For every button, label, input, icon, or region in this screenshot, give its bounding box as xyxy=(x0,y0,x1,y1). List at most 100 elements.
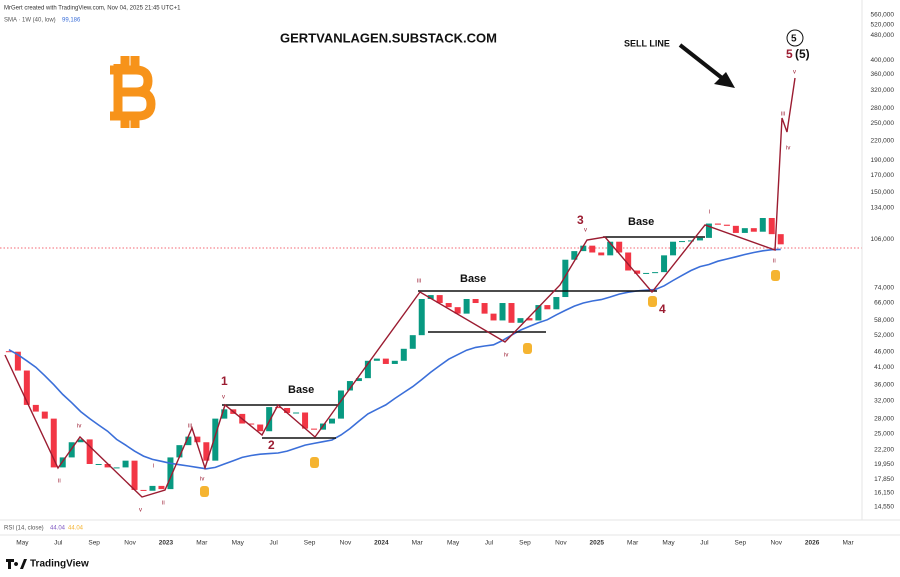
candle xyxy=(580,245,587,252)
wave-label: iv xyxy=(77,424,81,430)
watermark: GERTVANLAGEN.SUBSTACK.COM xyxy=(280,30,497,45)
wave-label: ii xyxy=(58,479,61,485)
candle xyxy=(14,351,21,371)
candle xyxy=(643,272,650,274)
candle xyxy=(167,457,174,490)
x-tick-label: May xyxy=(662,540,675,547)
x-tick-label: Mar xyxy=(842,540,854,547)
candle xyxy=(759,217,766,232)
candle xyxy=(176,445,183,458)
sma-value: 99,186 xyxy=(62,18,81,24)
x-tick-label: May xyxy=(232,540,245,547)
y-tick-label: 106,000 xyxy=(871,236,895,243)
candle xyxy=(328,418,335,424)
y-tick-label: 170,000 xyxy=(871,172,895,179)
candle xyxy=(113,467,120,469)
candle xyxy=(472,298,479,304)
wave-number: 5 xyxy=(791,34,797,45)
candle xyxy=(490,313,497,321)
x-tick-label: Sep xyxy=(88,540,100,547)
candle xyxy=(589,245,596,253)
wave-count xyxy=(4,77,796,498)
candle xyxy=(714,223,721,225)
wave-label: ii xyxy=(773,259,776,265)
y-tick-label: 220,000 xyxy=(871,137,895,144)
candle xyxy=(302,412,309,429)
y-tick-label: 41,000 xyxy=(874,364,894,371)
tv-logo xyxy=(6,559,27,569)
candle xyxy=(607,241,614,256)
candle xyxy=(95,463,102,465)
y-tick-label: 58,000 xyxy=(874,317,894,324)
wave-label: iii xyxy=(781,112,785,118)
x-tick-label: Jul xyxy=(700,540,709,547)
x-tick-label: 2026 xyxy=(805,540,820,547)
wave-number: 3 xyxy=(577,213,584,227)
credit: MrGert created with TradingView.com, Nov… xyxy=(4,6,181,12)
x-tick-label: May xyxy=(16,540,29,547)
candle xyxy=(284,407,291,413)
candle xyxy=(454,307,461,314)
candle xyxy=(346,381,353,391)
candle xyxy=(598,252,605,256)
wave-number: 1 xyxy=(221,374,228,388)
candle xyxy=(481,303,488,314)
candle xyxy=(409,335,416,349)
candle xyxy=(535,305,542,321)
wave-label: v xyxy=(139,508,142,514)
x-tick-label: Nov xyxy=(770,540,782,547)
x-tick-label: Jul xyxy=(485,540,494,547)
wave-label: ii xyxy=(162,501,165,507)
candle xyxy=(526,318,533,321)
wave-label: iv xyxy=(786,146,790,152)
candle xyxy=(337,390,344,419)
candle xyxy=(768,217,775,235)
y-tick-label: 480,000 xyxy=(871,32,895,39)
candle xyxy=(732,225,739,233)
candle xyxy=(41,411,48,419)
rsi-value: 44.04 xyxy=(50,526,66,532)
candle xyxy=(436,295,443,304)
x-tick-label: Sep xyxy=(304,540,316,547)
candle xyxy=(616,241,623,253)
footer-brand: TradingView xyxy=(30,559,89,570)
bitcoin-logo xyxy=(110,56,156,128)
candle xyxy=(257,424,264,432)
candle xyxy=(203,442,210,461)
wave-label: v xyxy=(793,70,796,76)
annotation: Base xyxy=(460,273,486,285)
candle xyxy=(463,298,470,314)
candle xyxy=(364,360,371,379)
y-tick-label: 150,000 xyxy=(871,189,895,196)
candle xyxy=(741,228,748,233)
candle xyxy=(634,270,641,274)
candle xyxy=(400,348,407,361)
y-tick-label: 17,850 xyxy=(874,476,894,483)
candle xyxy=(562,259,569,298)
x-tick-label: 2025 xyxy=(590,540,605,547)
candle xyxy=(293,412,300,414)
candle xyxy=(355,378,362,382)
wave-number: 2 xyxy=(268,438,275,452)
y-tick-label: 22,200 xyxy=(874,447,894,454)
y-tick-label: 52,000 xyxy=(874,332,894,339)
x-tick-label: 2024 xyxy=(374,540,389,547)
candle xyxy=(311,428,318,430)
candle xyxy=(104,463,111,468)
wave-circle xyxy=(786,29,804,47)
candle xyxy=(23,370,30,405)
candle xyxy=(687,240,694,242)
candle xyxy=(571,251,578,260)
candle xyxy=(122,460,129,468)
candle xyxy=(418,298,425,336)
hand-icons xyxy=(200,270,780,497)
candle xyxy=(679,241,686,243)
wave-label: iv xyxy=(504,353,508,359)
x-tick-label: Mar xyxy=(412,540,424,547)
x-tick-label: 2023 xyxy=(159,540,174,547)
x-tick-label: Mar xyxy=(196,540,208,547)
candle xyxy=(705,223,712,238)
x-tick-label: Mar xyxy=(627,540,639,547)
sma-legend: SMA · 1W (40, low) xyxy=(4,18,56,24)
candle xyxy=(248,423,255,425)
